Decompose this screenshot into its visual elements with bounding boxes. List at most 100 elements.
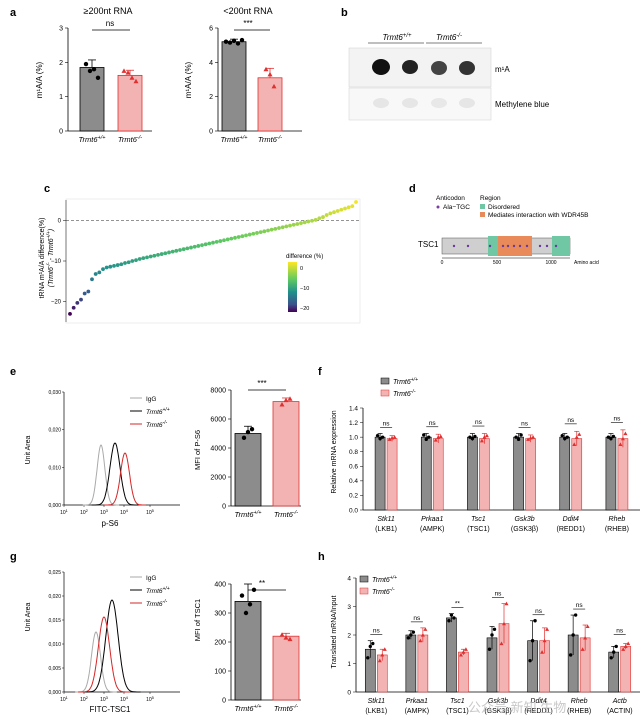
scatter-point [354,200,358,204]
replicate-point [387,437,392,441]
replicate-point [87,68,93,74]
wt-curve [83,599,141,693]
replicate-point [571,633,575,637]
replicate-point [560,433,564,438]
y-tick-label: 6000 [210,417,226,424]
significance-label: ns [613,415,621,422]
protein-label: (ACTIN) [607,708,633,715]
ala-tgc-site [466,244,470,248]
scatter-point [328,211,333,216]
wt-curve [91,442,139,506]
panel-f: Trmt6+/+ Trmt6-/- Relative mRNA expressi… [331,377,640,533]
y-tick-label: 0,010 [48,465,61,471]
x-tick-label: 102 [80,695,89,704]
panel-f-ylabel: Relative mRNA expression [331,410,338,493]
scatter-point [306,219,311,224]
panel-a: ≥200nt RNA m¹A/A (%) 0 1 2 3 Trmt6+/+ Trmt6-/… [35,6,302,144]
replicate-point [241,435,247,441]
x-tick-label: 104 [120,695,129,704]
replicate-point [487,647,492,651]
x-tick-label: 103 [100,508,109,517]
bar-Rheb-ko [617,438,629,511]
significance-label: ns [429,420,437,427]
significance-label: ns [413,615,421,622]
bar-Rheb-wt [605,436,617,511]
protein-label: (TSC1) [446,708,469,715]
panel-d-legend-anticodon: Anticodon [436,195,465,202]
scatter-point [214,239,219,244]
y-tick-label: 8000 [210,388,226,395]
bar-Trmt6+/+ [234,433,262,507]
panel-c-ylabel: tRNA m¹A/A difference(%) [39,218,46,299]
watermark: 公众号 新知 生物 [468,700,566,715]
y-tick-label: 1.2 [349,420,358,427]
panel-letter-g: g [10,551,17,563]
gene-label: Actb [612,698,627,705]
bar-Trmt6+/+ [234,601,262,701]
panel-h-legend-wt: Trmt6+/+ [372,575,397,584]
replicate-point [235,41,241,46]
panel-e-bar-plot: 0 2000 4000 6000 8000 Trmt6+/+ Trmt6-/- [210,388,301,519]
panel-g-bar-sig: ** [259,579,265,588]
y-tick-label: −20 [51,300,62,306]
replicate-point [378,436,382,441]
scatter-point [196,244,201,248]
replicate-point [263,66,269,72]
scatter-point [280,225,285,230]
gene-label: Rheb [609,516,626,523]
scatter-point [152,253,157,258]
scatter-point [148,254,153,259]
ko-curve [104,452,146,506]
x-tick-label: Trmt6-/- [274,704,298,713]
replicate-point [526,437,531,441]
gene-label: Tsc1 [471,516,486,523]
replicate-point [382,647,387,651]
replicate-point [449,613,454,617]
replicate-point [133,78,139,84]
replicate-point [470,436,475,441]
panel-c-legend-tick-10: −10 [300,286,309,292]
protein-label: (LKB1) [365,708,387,715]
panel-letter-h: h [318,551,325,563]
panel-b-row1-label: m¹A [495,65,510,74]
scatter-point [295,222,300,226]
x-tick-label: Trmt6+/+ [79,135,107,144]
bar-Prkaa1-wt [405,634,417,693]
gene-label: Stk11 [377,516,394,523]
ko-curve [78,616,130,693]
scatter-point [324,213,329,217]
scatter-point [97,270,102,275]
y-tick-label: 0.6 [349,464,358,471]
x-tick-label: Trmt6+/+ [221,135,249,144]
scatter-point [104,265,109,270]
replicate-point [479,438,484,443]
replicate-point [422,433,426,437]
panel-e-bar-ylabel: MFI of P-S6 [193,430,202,470]
scatter-point [101,267,105,272]
panel-e-histogram: 0,000 0,010 0,020 0,030 101 102 103 104 105 [48,390,180,516]
y-tick-label: 1 [347,661,351,668]
replicate-point [245,429,251,435]
protein-label: (RHEB) [567,708,591,715]
x-tick-label: Trmt6+/+ [235,704,263,713]
panel-d: Anticodon Ala−TGC Region Disordered Medi… [418,195,599,266]
y-tick-label: 0.0 [349,507,358,514]
y-tick-label: 0.4 [349,478,358,485]
replicate-point [366,656,370,660]
bar-Trmt6+/+ [79,67,105,132]
panel-h-plot: 0 1 2 3 4 ns Stk11 (LKB1) ns Prkaa1 (AMPK) ** Tsc1 (T… [347,575,640,715]
bar-Trmt6-/- [272,635,300,701]
replicate-point [121,68,127,73]
replicate-point [612,650,616,654]
scatter-point [126,260,131,265]
replicate-point [514,435,518,439]
replicate-point [95,75,101,80]
panel-e-legend: IgG Trmt6+/+ Trmt6-/- [130,396,170,429]
y-tick-label: 0,000 [48,503,61,509]
panel-c-points: 0 −10 −20 [51,200,360,322]
replicate-point [433,438,438,442]
bar-Gsk3b-ko [525,438,536,511]
replicate-point [423,627,428,631]
significance-label: ns [567,417,575,424]
